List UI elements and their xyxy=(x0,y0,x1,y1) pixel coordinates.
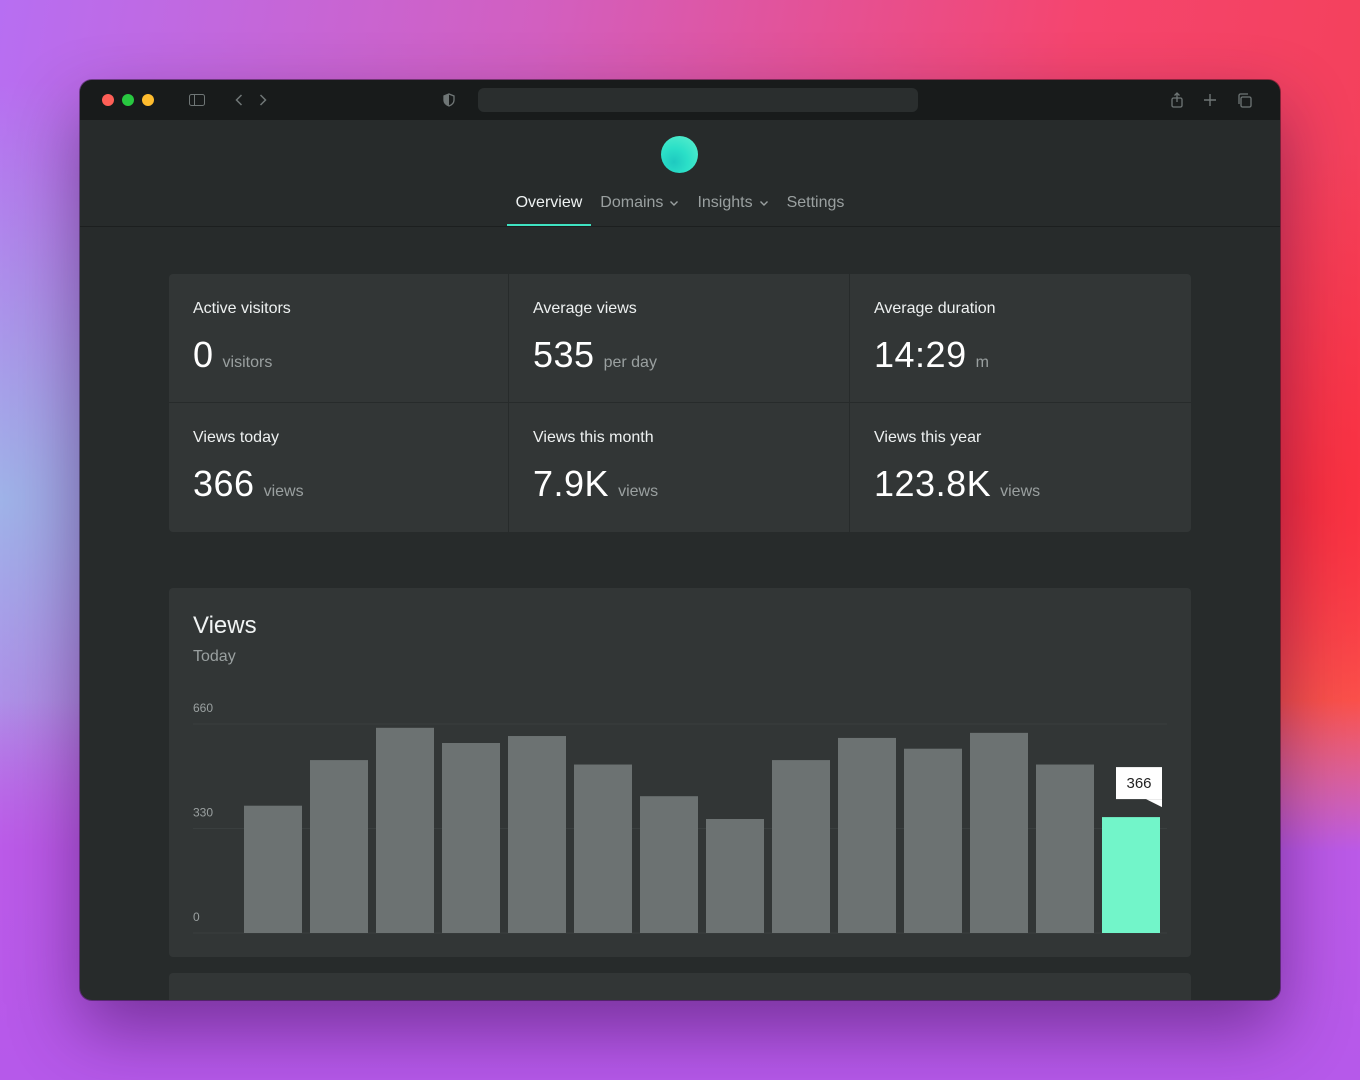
tooltip-box xyxy=(1116,767,1162,800)
stat-label: Active visitors xyxy=(193,300,291,317)
views-chart-card: Views Today 660 330 0 366 xyxy=(169,588,1191,957)
stat-unit: per day xyxy=(603,354,657,371)
stat-views-this-month: Views this month 7.9K views xyxy=(509,403,850,532)
tab-domains-label: Domains xyxy=(600,194,664,211)
privacy-shield-icon[interactable] xyxy=(442,90,456,110)
y-tick-label: 330 xyxy=(193,806,213,820)
maximize-window-button[interactable] xyxy=(122,94,134,106)
stat-views-this-year: Views this year 123.8K views xyxy=(850,403,1191,532)
stat-value: 14:29 xyxy=(874,334,967,375)
y-tick-label: 0 xyxy=(193,910,200,924)
chevron-down-icon xyxy=(670,201,679,206)
bar-highlighted[interactable] xyxy=(1102,817,1160,933)
stat-unit: views xyxy=(618,483,659,500)
bar[interactable] xyxy=(1036,764,1094,933)
browser-window: Overview Domains Insights Settings Activ… xyxy=(80,80,1280,1000)
bar[interactable] xyxy=(376,727,434,933)
stat-views-today: Views today 366 views xyxy=(169,403,509,532)
tabs-overview-icon[interactable] xyxy=(1236,90,1252,110)
stat-label: Views today xyxy=(193,429,279,446)
views-bar-chart: 660 330 0 366 xyxy=(193,701,1167,934)
y-tick-label: 660 xyxy=(193,701,213,715)
bar[interactable] xyxy=(244,805,302,933)
tab-overview[interactable]: Overview xyxy=(506,190,592,226)
bar[interactable] xyxy=(574,764,632,933)
app-logo[interactable] xyxy=(661,136,698,173)
share-icon[interactable] xyxy=(1169,90,1185,110)
bar-tooltip: 366 xyxy=(1116,767,1162,808)
close-window-button[interactable] xyxy=(102,94,114,106)
stat-label: Average duration xyxy=(874,300,996,317)
browser-toolbar xyxy=(80,80,1280,120)
tab-insights-label: Insights xyxy=(697,194,753,211)
bar[interactable] xyxy=(970,732,1028,933)
stat-unit: visitors xyxy=(222,354,273,371)
next-section-card xyxy=(169,973,1191,1000)
stat-label: Views this month xyxy=(533,429,654,446)
bar[interactable] xyxy=(310,760,368,933)
stat-unit: views xyxy=(263,483,304,500)
stat-value: 366 xyxy=(193,463,255,504)
bar[interactable] xyxy=(706,819,764,933)
address-bar[interactable] xyxy=(478,88,918,112)
minimize-window-button[interactable] xyxy=(142,94,154,106)
stat-value: 7.9K xyxy=(533,463,610,504)
stat-label: Average views xyxy=(533,300,637,317)
bar[interactable] xyxy=(904,748,962,933)
stats-grid: Active visitors 0 visitors Average views … xyxy=(169,274,1191,532)
stat-unit: views xyxy=(1000,483,1041,500)
main-nav: Overview Domains Insights Settings xyxy=(80,190,1280,226)
bar[interactable] xyxy=(508,736,566,933)
bar[interactable] xyxy=(442,743,500,933)
new-tab-icon[interactable] xyxy=(1202,90,1218,110)
stat-value: 0 xyxy=(193,334,214,375)
stat-average-views: Average views 535 per day xyxy=(509,274,850,403)
stat-value: 535 xyxy=(533,334,595,375)
sidebar-icon[interactable] xyxy=(188,90,206,110)
bar[interactable] xyxy=(772,760,830,933)
chevron-down-icon xyxy=(759,201,768,206)
bar[interactable] xyxy=(640,796,698,933)
chart-subtitle: Today xyxy=(193,648,236,665)
stat-label: Views this year xyxy=(874,429,982,446)
tab-overview-label: Overview xyxy=(515,194,583,211)
tab-settings[interactable]: Settings xyxy=(778,190,854,224)
stat-active-visitors: Active visitors 0 visitors xyxy=(169,274,509,403)
tab-insights[interactable]: Insights xyxy=(688,190,777,224)
back-icon[interactable] xyxy=(232,90,246,110)
tooltip-value: 366 xyxy=(1126,775,1151,792)
tab-settings-label: Settings xyxy=(786,194,845,211)
tooltip-pointer xyxy=(1146,799,1162,808)
forward-icon[interactable] xyxy=(256,90,270,110)
chart-title: Views xyxy=(193,612,257,639)
tab-domains[interactable]: Domains xyxy=(591,190,688,224)
stat-value: 123.8K xyxy=(874,463,992,504)
stat-average-duration: Average duration 14:29 m xyxy=(850,274,1191,403)
stat-unit: m xyxy=(975,354,989,371)
app-header: Overview Domains Insights Settings xyxy=(80,120,1280,227)
bar[interactable] xyxy=(838,737,896,933)
